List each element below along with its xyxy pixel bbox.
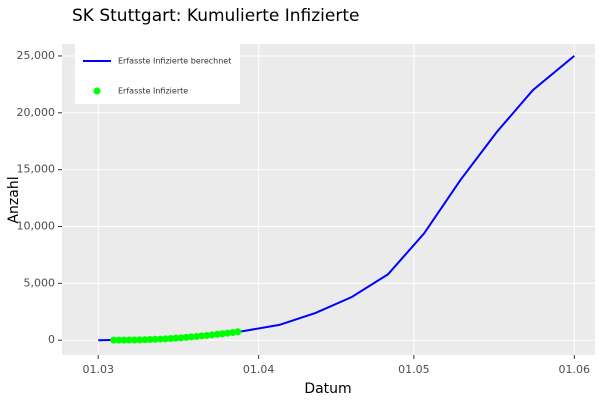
y-tick-label: 15,000	[17, 163, 56, 176]
point	[136, 336, 144, 344]
point	[229, 328, 237, 336]
point	[193, 332, 201, 340]
y-tick-label: 20,000	[17, 106, 56, 119]
point	[234, 328, 242, 336]
point	[156, 335, 164, 343]
point	[120, 336, 128, 344]
x-tick-label: 01.05	[398, 363, 430, 376]
point	[141, 336, 149, 344]
y-tick-label: 5,000	[24, 276, 56, 289]
point	[213, 330, 221, 338]
point	[224, 329, 232, 337]
chart-title: SK Stuttgart: Kumulierte Infizierte	[72, 6, 359, 26]
point	[177, 334, 185, 342]
point	[161, 335, 169, 343]
y-tick-label: 25,000	[17, 49, 56, 62]
point	[203, 331, 211, 339]
y-tick-label: 10,000	[17, 220, 56, 233]
point	[198, 332, 206, 340]
point	[125, 336, 133, 344]
x-axis-title: Datum	[304, 381, 351, 397]
x-tick-label: 01.06	[559, 363, 591, 376]
point	[218, 330, 226, 338]
legend-label: Erfasste Infizierte berechnet	[118, 57, 231, 66]
legend-box	[75, 44, 240, 104]
point	[130, 336, 138, 344]
legend-key	[93, 87, 101, 95]
marks	[98, 55, 575, 344]
y-tick-label: 0	[48, 333, 55, 346]
legend: Erfasste Infizierte berechnet Erfasste In…	[75, 44, 240, 104]
point	[110, 336, 118, 344]
x-tick-label: 01.03	[82, 363, 114, 376]
point	[187, 333, 195, 341]
grid	[62, 44, 595, 355]
point	[182, 333, 190, 341]
x-tick-label: 01.04	[243, 363, 275, 376]
point	[151, 335, 159, 343]
point	[172, 334, 180, 342]
point	[115, 336, 123, 344]
point	[146, 336, 154, 344]
point	[167, 335, 175, 343]
point	[208, 331, 216, 339]
y-axis-title: Anzahl	[6, 176, 22, 223]
legend-label: Erfasste Infizierte	[118, 87, 188, 96]
